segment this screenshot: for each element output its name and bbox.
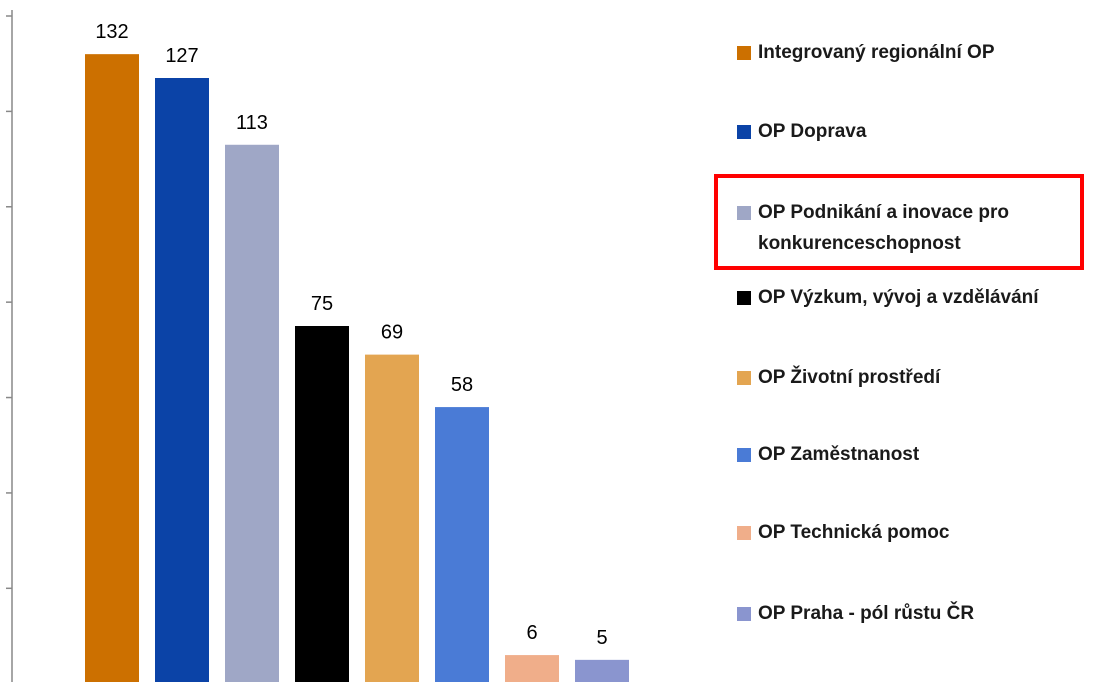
- value-label: 75: [311, 293, 333, 315]
- bar: [155, 78, 209, 682]
- legend-item: OP Životní prostředí: [737, 362, 940, 393]
- value-label: 6: [526, 622, 537, 644]
- legend-label: OP Životní prostředí: [758, 367, 941, 388]
- value-label: 69: [381, 322, 403, 344]
- bar: [85, 54, 139, 682]
- bar: [295, 326, 349, 682]
- legend-swatch: [737, 448, 751, 462]
- value-label: 127: [165, 45, 198, 67]
- legend-swatch: [737, 371, 751, 385]
- legend-item: OP Podnikání a inovace pro konkurencesch…: [737, 197, 1068, 259]
- legend-label: Integrovaný regionální OP: [758, 42, 995, 63]
- legend-swatch: [737, 291, 751, 305]
- legend-swatch: [737, 125, 751, 139]
- legend-swatch: [737, 46, 751, 60]
- legend-swatch: [737, 206, 751, 220]
- legend-label: OP Praha - pól růstu ČR: [758, 603, 975, 624]
- legend-label: OP Zaměstnanost: [758, 444, 920, 465]
- bar: [505, 655, 559, 682]
- value-label: 113: [236, 112, 268, 134]
- legend-item: OP Doprava: [737, 116, 866, 147]
- highlight-box: [714, 174, 1084, 270]
- legend-item: Integrovaný regionální OP: [737, 37, 995, 68]
- value-label: 5: [596, 627, 607, 649]
- legend-item: OP Výzkum, vývoj a vzdělávání: [737, 282, 1039, 313]
- legend-item: OP Praha - pól růstu ČR: [737, 598, 974, 629]
- value-label: 58: [451, 374, 473, 396]
- bar: [435, 407, 489, 682]
- bar: [365, 354, 419, 682]
- bar: [225, 144, 279, 682]
- legend-label: OP Doprava: [758, 121, 867, 142]
- legend-swatch: [737, 607, 751, 621]
- value-label: 132: [95, 21, 128, 43]
- legend-label: OP Technická pomoc: [758, 522, 950, 543]
- bar: [575, 659, 629, 682]
- legend-label: OP Podnikání a inovace pro konkurencesch…: [758, 202, 1009, 254]
- legend-item: OP Technická pomoc: [737, 517, 949, 548]
- legend-label: OP Výzkum, vývoj a vzdělávání: [758, 287, 1039, 308]
- legend-item: OP Zaměstnanost: [737, 439, 919, 470]
- legend-swatch: [737, 526, 751, 540]
